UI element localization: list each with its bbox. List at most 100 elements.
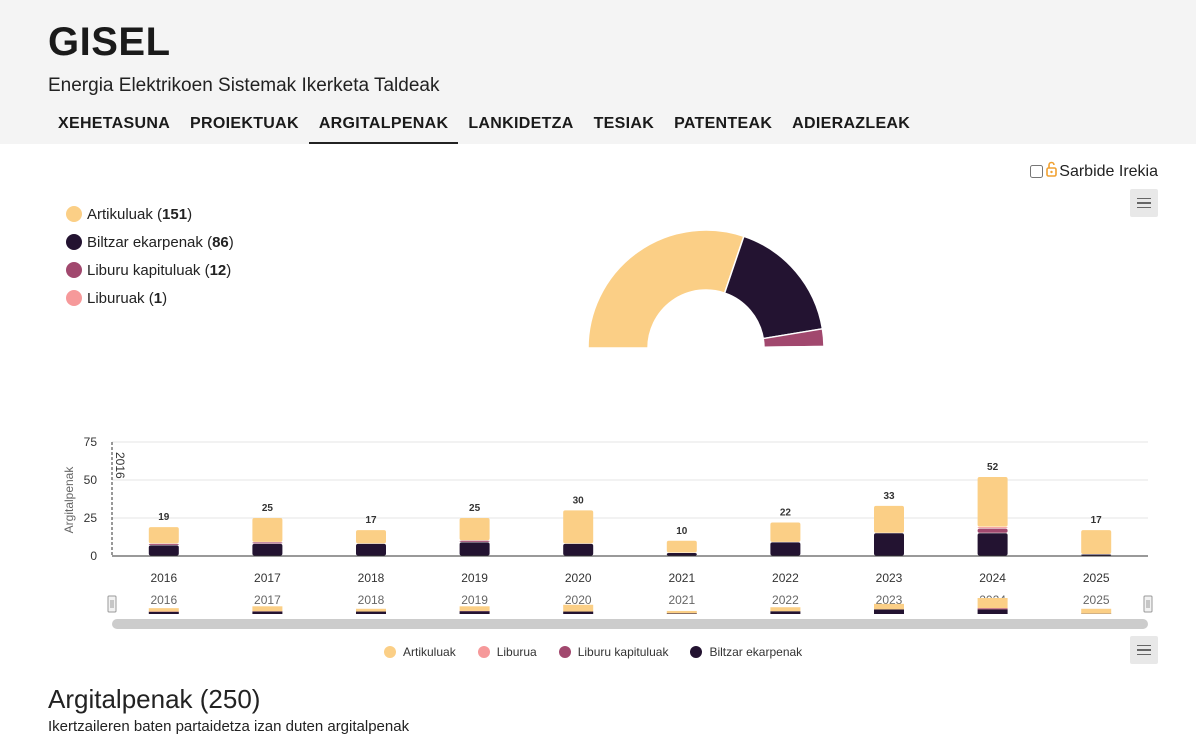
navigator-tick-label: 2023: [876, 593, 903, 607]
data-label: 10: [676, 526, 688, 537]
bar-segment: [252, 543, 283, 556]
bar-legend-item[interactable]: Artikuluak: [384, 645, 456, 659]
navigator-bar-segment: [252, 611, 283, 614]
data-label: 52: [987, 462, 999, 473]
tab-tesiak[interactable]: TESIAK: [593, 115, 655, 132]
x-tick-label: 2020: [565, 571, 592, 585]
bar-segment: [977, 528, 1008, 533]
publications-donut-chart: [587, 229, 825, 349]
bar-segment: [770, 542, 801, 556]
bar-legend-label: Biltzar ekarpenak: [709, 645, 803, 659]
pie-legend-label: Biltzar ekarpenak: [87, 233, 203, 251]
open-lock-icon: [1046, 161, 1058, 182]
navigator-bar-segment: [563, 611, 594, 614]
data-label: 22: [780, 508, 792, 519]
bar-chart-menu-button[interactable]: [1130, 636, 1158, 664]
data-label: 19: [158, 512, 170, 523]
navigator-bar-segment: [148, 611, 179, 614]
site-title: GISEL: [48, 20, 171, 64]
pie-legend-item[interactable]: Biltzar ekarpenak (86): [66, 228, 234, 256]
x-tick-label: 2019: [461, 571, 488, 585]
navigator-bar-segment: [666, 610, 697, 614]
tab-xehetasuna[interactable]: XEHETASUNA: [58, 115, 171, 132]
data-label: 17: [365, 515, 377, 526]
pie-legend-count: 86: [212, 233, 229, 251]
y-tick-label: 25: [84, 511, 98, 525]
navigator-scrollbar: [112, 619, 1148, 629]
pie-legend-count: 151: [162, 205, 188, 223]
nav-tabs: XEHETASUNA PROIEKTUAK ARGITALPENAK LANKI…: [48, 106, 920, 144]
navigator-bar-segment: [459, 611, 490, 614]
open-access-toggle[interactable]: Sarbide Irekia: [1030, 161, 1158, 182]
pie-legend-label: Artikuluak: [87, 205, 153, 223]
navigator-bar-segment: [459, 606, 490, 611]
tab-adierazleak[interactable]: ADIERAZLEAK: [792, 115, 911, 132]
bar-legend-item[interactable]: Liburu kapituluak: [558, 645, 669, 659]
navigator-handle-icon: [107, 595, 117, 613]
navigator-bar-segment: [977, 598, 1008, 609]
pie-legend-count: 1: [153, 289, 163, 307]
bar-segment: [356, 543, 386, 556]
bar-segment: [148, 527, 179, 544]
bar-segment: [252, 518, 283, 542]
bar-legend: Artikuluak Liburua Liburu kapituluak Bil…: [384, 645, 824, 659]
navigator-bar-segment: [770, 607, 801, 612]
open-access-checkbox[interactable]: [1030, 165, 1044, 178]
x-tick-label: 2023: [876, 571, 903, 585]
navigator-bar-segment: [148, 608, 179, 612]
page-header: GISEL Energia Elektrikoen Sistemak Ikerk…: [0, 0, 1196, 144]
pie-legend: Artikuluak (151) Biltzar ekarpenak (86) …: [66, 200, 234, 312]
bar-legend-item[interactable]: Liburua: [477, 645, 537, 659]
navigator-bar-segment: [563, 604, 594, 612]
x-tick-label: 2018: [358, 571, 385, 585]
data-label: 17: [1091, 515, 1103, 526]
legend-dot: [384, 646, 396, 658]
data-label: 30: [573, 495, 585, 506]
bar-legend-label: Artikuluak: [403, 645, 456, 659]
y-tick-label: 50: [84, 473, 98, 487]
pie-legend-item[interactable]: Liburu kapituluak (12): [66, 256, 234, 284]
navigator-bar-segment: [977, 609, 1008, 614]
legend-dot: [66, 234, 82, 250]
bar-legend-label: Liburu kapituluak: [577, 645, 669, 659]
pie-legend-count: 12: [209, 261, 227, 279]
data-label: 25: [469, 503, 481, 514]
tab-lankidetza[interactable]: LANKIDETZA: [468, 115, 574, 132]
tab-proiektuak[interactable]: PROIEKTUAK: [190, 115, 299, 132]
bar-segment: [252, 542, 283, 544]
navigator-bar-segment: [666, 613, 697, 614]
navigator-bar-segment: [356, 611, 386, 614]
bar-segment: [148, 545, 179, 556]
legend-dot: [66, 290, 82, 306]
bar-segment: [148, 543, 179, 545]
bar-segment: [977, 527, 1008, 529]
x-tick-label: 2024: [979, 571, 1006, 585]
x-tick-label: 2021: [668, 571, 695, 585]
navigator-tick-label: 2017: [254, 593, 281, 607]
y-tick-label: 75: [84, 435, 98, 449]
bar-segment: [666, 552, 697, 556]
legend-dot: [66, 262, 82, 278]
pie-legend-item[interactable]: Artikuluak (151): [66, 200, 234, 228]
tab-argitalpenak[interactable]: ARGITALPENAK: [308, 106, 459, 144]
navigator-bar-segment: [874, 609, 904, 614]
section-title: Argitalpenak (250): [48, 684, 261, 714]
hamburger-icon: [1137, 197, 1151, 200]
x-tick-label: 2022: [772, 571, 799, 585]
navigator-tick-label: 2021: [668, 593, 695, 607]
pie-chart-menu-button[interactable]: [1130, 189, 1158, 217]
bar-segment: [666, 540, 697, 553]
bar-segment: [874, 533, 904, 556]
navigator-bar-segment: [770, 611, 801, 614]
data-label: 25: [262, 503, 274, 514]
bar-legend-item[interactable]: Biltzar ekarpenak: [690, 645, 802, 659]
legend-dot: [690, 646, 703, 658]
site-subtitle: Energia Elektrikoen Sistemak Ikerketa Ta…: [48, 75, 440, 96]
publications-bar-chart: 0 25 50 75 Argitalpenak 2016 19 2016 2016 25 2017 2…: [62, 435, 1153, 629]
bar-segment: [977, 476, 1008, 527]
navigator-tick-label: 2020: [565, 593, 592, 607]
tab-patenteak[interactable]: PATENTEAK: [674, 115, 773, 132]
pie-legend-item[interactable]: Liburuak (1): [66, 284, 234, 312]
navigator-bar-segment: [874, 603, 904, 610]
bar-legend-label: Liburua: [496, 645, 537, 659]
